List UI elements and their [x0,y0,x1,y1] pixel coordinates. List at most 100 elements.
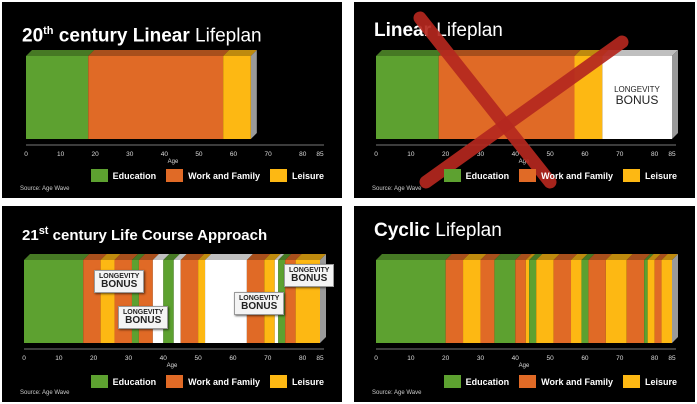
bar-segment-top [626,254,651,260]
x-tick-label: 70 [264,355,272,362]
legend-work: Work and Family [166,169,260,182]
swatch-leisure [269,169,287,182]
bar-segment-education [644,260,648,343]
panel-cyclic: Cyclic Lifeplan 0 10 20 30 40 50 60 70 80 85 Age E… [354,206,695,402]
x-axis-label: Age [167,363,178,369]
bar-segment-education [376,260,446,343]
x-tick-label: 30 [477,355,485,362]
swatch-work [519,169,537,182]
bar-segment-top [138,254,159,260]
longevity-bonus-label: LONGEVITY BONUS [614,85,660,107]
legend: Education Work and Family Leisure [90,375,324,388]
legend-work: Work and Family [519,375,613,388]
bar-segment-top [536,254,560,260]
x-tick-label: 80 [299,151,307,158]
x-tick-label: 70 [265,151,273,158]
swatch-work [166,375,184,388]
x-tick-label: 80 [299,355,307,362]
bar-segment-top [100,254,121,260]
legend-education: Education [443,375,509,388]
bar-segment-top [274,254,285,260]
longevity-bonus-tag: LONGEVITY BONUS [118,306,169,329]
bar-segment-top [295,254,326,260]
bar-segment-work [88,56,224,139]
bar-segment-top [529,254,543,260]
bar-segment-top [152,254,170,260]
x-tick-label: 60 [230,151,238,158]
chart: 0 10 20 30 40 50 60 70 80 85 Age [24,50,324,165]
bar-segment-education [24,260,84,343]
x-tick-label: 80 [651,355,659,362]
swatch-education [90,375,108,388]
bar-segment-work [285,260,296,343]
bar-segment-bonus [152,260,164,343]
x-tick-label: 85 [668,151,676,158]
bar-segment-top [480,254,501,260]
bar-segment-leisure [525,260,530,343]
bar-segment-top [647,254,661,260]
x-tick-label: 40 [512,355,520,362]
x-tick-label: 20 [442,151,450,158]
x-tick-label: 40 [161,151,169,158]
swatch-education [443,169,461,182]
bar-segment-top [83,254,107,260]
x-tick-label: 50 [195,355,203,362]
x-tick-label: 10 [55,355,63,362]
bar-segment-leisure [605,260,627,343]
swatch-work [166,169,184,182]
bar-segment-work [180,260,199,343]
legend-leisure: Leisure [622,169,677,182]
longevity-bonus-tag: LONGEVITY BONUS [94,270,145,293]
legend-leisure: Leisure [269,169,324,182]
bar-segment-top [445,254,470,260]
bar-segment-bonus [173,260,181,343]
bar-segment-top [376,254,452,260]
x-tick-label: 40 [512,151,520,158]
panel-life-course: 21st century Life Course Approach 0 10 20 3… [2,206,342,402]
bar-segment-top [553,254,578,260]
x-tick-label: 0 [374,355,378,362]
x-tick-label: 85 [316,355,324,362]
bar-segment-education [131,260,139,343]
bar-segment-education [26,56,89,139]
x-tick-label: 60 [229,355,237,362]
bar-segment-top [246,254,271,260]
bar-segment-work [480,260,495,343]
bar-segment-leisure [571,260,582,343]
bar-segment-education [163,260,174,343]
legend-work: Work and Family [519,169,613,182]
bar-segment-top [163,254,180,260]
legend-work: Work and Family [166,375,260,388]
x-tick-label: 0 [374,151,378,158]
bar-segment-work [445,260,464,343]
bar-segment-education [494,260,516,343]
bar-segment-top [661,254,678,260]
legend: Education Work and Family Leisure [90,169,324,182]
bar-segment-leisure [661,260,672,343]
bar-segment-top [571,254,588,260]
panel-title: 20th century Linear Lifeplan [22,25,262,47]
x-tick-label: 70 [616,151,624,158]
source-note: Source: Age Wave [20,390,70,396]
bar-segment-leisure [198,260,206,343]
swatch-education [443,375,461,388]
bar-segment-top [525,254,536,260]
legend-education: Education [90,375,156,388]
bar-segment-top [494,254,522,260]
x-tick-label: 85 [668,355,676,362]
source-note: Source: Age Wave [372,390,422,396]
legend: Education Work and Family Leisure [443,169,677,182]
longevity-bonus-tag: LONGEVITY BONUS [234,292,285,315]
bar-segment-top [26,50,95,56]
panel-title: Linear Lifeplan [374,20,503,41]
bar-segment-top [180,254,205,260]
x-tick-label: 20 [90,355,98,362]
x-tick-label: 0 [24,151,28,158]
bar-side-face [672,254,678,343]
x-tick-label: 30 [477,151,485,158]
bar-segment-top [88,50,230,56]
swatch-leisure [622,169,640,182]
bar-segment-top [588,254,612,260]
bar-segment-top [376,50,445,56]
x-tick-label: 50 [547,151,555,158]
